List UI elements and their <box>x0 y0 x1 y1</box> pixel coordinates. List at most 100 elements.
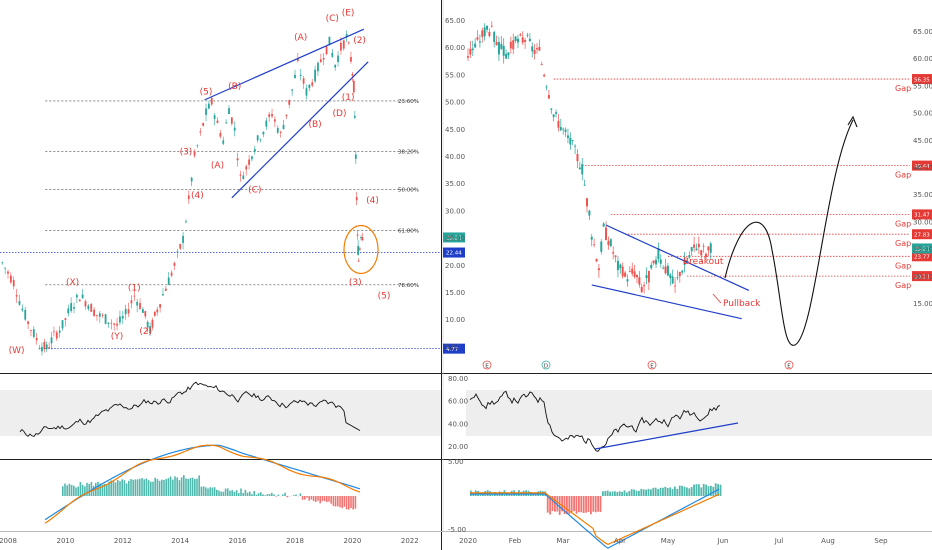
macd-histogram-bar <box>693 484 695 496</box>
candle-body <box>605 227 608 241</box>
macd-histogram-bar <box>337 496 339 507</box>
candle-body <box>514 36 517 41</box>
fib-label: 23.60% <box>398 99 419 105</box>
macd-histogram-bar <box>566 496 568 515</box>
candle-body <box>285 114 288 117</box>
candle-body <box>337 55 339 62</box>
macd-histogram-bar <box>594 496 597 513</box>
right-y-tick-label: 55.00 <box>913 82 932 90</box>
macd-histogram-bar <box>674 486 676 496</box>
macd-histogram-bar <box>678 485 681 496</box>
candle-body <box>48 347 51 349</box>
left-x-tick-label: 2018 <box>286 537 304 545</box>
macd-histogram-bar <box>310 496 313 500</box>
candle-body <box>101 314 104 316</box>
macd-histogram-bar <box>618 491 621 496</box>
right-y-tick-label: 15.00 <box>913 300 932 308</box>
macd-histogram-bar <box>323 496 326 502</box>
macd-histogram-bar <box>534 493 537 496</box>
candle-body <box>84 301 87 307</box>
macd-histogram-bar <box>683 486 686 496</box>
candle-body <box>697 243 700 248</box>
candle-body <box>144 311 147 317</box>
macd-histogram-bar <box>156 479 159 496</box>
candle-body <box>262 131 265 135</box>
macd-histogram-bar <box>556 496 559 512</box>
candle-body <box>314 69 316 82</box>
macd-histogram-bar <box>147 480 150 496</box>
macd-histogram-bar <box>308 496 310 501</box>
macd-histogram-bar <box>273 494 275 496</box>
gap-label: Gap <box>895 219 911 228</box>
candle-body <box>616 260 619 271</box>
macd-histogram-bar <box>614 491 616 496</box>
macd-histogram-bar <box>260 492 262 496</box>
gap-price-label: 31.47 <box>914 213 930 219</box>
candle-body <box>671 276 674 284</box>
candle-body <box>486 25 489 30</box>
macd-histogram-bar <box>167 478 170 496</box>
macd-y-tick-label: 5.00 <box>448 458 464 466</box>
candle-body <box>531 46 534 52</box>
candle-body <box>21 308 24 311</box>
candle-body <box>709 243 712 253</box>
wave-label: (1) <box>342 93 355 103</box>
macd-line-left <box>44 444 361 521</box>
macd-histogram-bar <box>282 494 284 496</box>
macd-histogram-bar <box>609 491 611 496</box>
signal-line-right <box>470 492 720 546</box>
macd-histogram-bar <box>222 491 225 496</box>
candle-body <box>674 285 677 287</box>
macd-histogram-bar <box>233 491 236 496</box>
wave-label: (A) <box>211 161 224 171</box>
macd-histogram-bar <box>712 486 715 496</box>
macd-histogram-bar <box>70 484 73 496</box>
candle-body <box>647 271 650 283</box>
macd-histogram-bar <box>695 484 698 496</box>
event-marker-label: E <box>787 364 791 370</box>
candle-body <box>502 45 505 56</box>
macd-histogram-bar <box>103 483 106 496</box>
macd-histogram-bar <box>242 492 244 496</box>
candle-body <box>93 309 95 317</box>
gap-label: Gap <box>895 171 911 180</box>
wave-label: (5) <box>378 291 391 301</box>
candle-body <box>638 277 641 285</box>
candle-body <box>702 245 705 247</box>
candle-body <box>282 124 285 130</box>
right-y-tick-label: 20.00 <box>913 273 932 281</box>
gap-price-tag <box>912 251 932 262</box>
rsi-band-right <box>466 390 932 436</box>
candle-body <box>590 236 593 240</box>
candle-body <box>242 175 245 180</box>
macd-histogram-bar <box>654 487 657 496</box>
wave-label: (E) <box>342 9 355 19</box>
macd-histogram-bar <box>235 490 238 496</box>
macd-histogram-bar <box>551 496 554 512</box>
macd-histogram-bar <box>700 487 703 496</box>
candle-body <box>30 330 32 331</box>
macd-histogram-bar <box>666 487 669 496</box>
candle-body <box>279 131 282 133</box>
rsi-trendline <box>594 422 739 450</box>
right-x-tick-label: Sep <box>874 537 888 545</box>
gap-price-tag <box>912 271 932 282</box>
macd-histogram-bar <box>299 493 302 496</box>
macd-histogram-bar <box>112 480 115 496</box>
candle-body <box>512 40 515 50</box>
candle-body <box>81 294 84 298</box>
macd-histogram-bar <box>580 496 583 513</box>
candle-body <box>156 309 159 313</box>
rsi-y-tick-label: 40.00 <box>448 420 468 428</box>
gap-label: Gap <box>895 239 911 248</box>
macd-histogram-bar <box>268 493 271 496</box>
macd-histogram-bar <box>79 481 82 496</box>
macd-histogram-bar <box>645 489 647 496</box>
candle-body <box>228 108 230 115</box>
macd-histogram-bar <box>264 495 266 496</box>
macd-histogram-bar <box>345 496 348 510</box>
left-price-panel: 23.60% 38.20% 50.00% 61.80% 78.60% (W) (X) (Y) (… <box>0 9 465 356</box>
macd-histogram-bar <box>154 477 156 496</box>
macd-histogram-bar <box>354 496 357 509</box>
candle-body <box>70 303 73 312</box>
